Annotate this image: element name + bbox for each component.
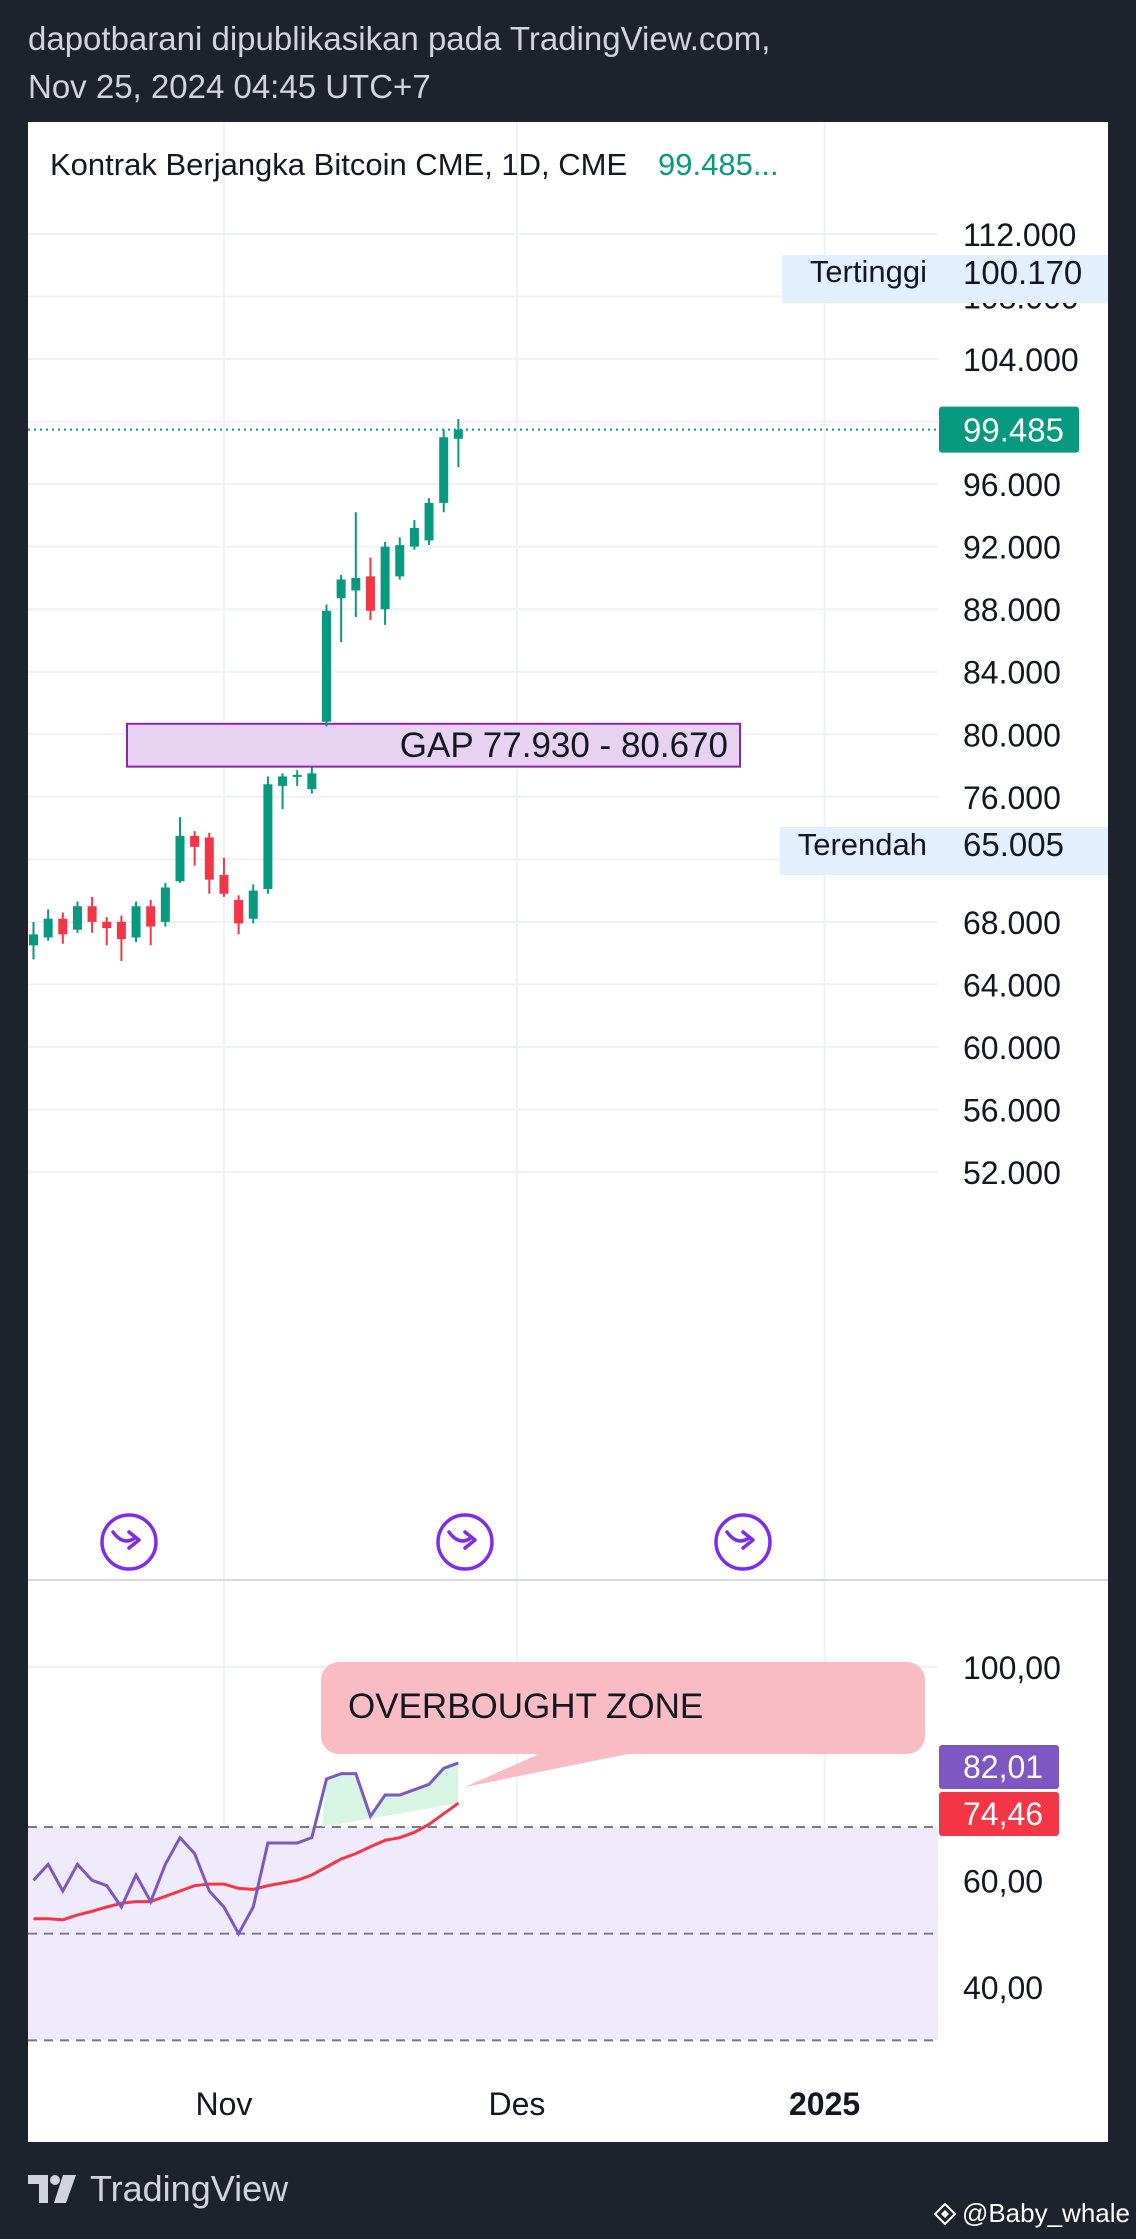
candle-body — [292, 774, 302, 777]
candle-body — [146, 906, 156, 927]
price-tick-label: 88.000 — [963, 592, 1061, 628]
rsi-value: 82,01 — [963, 1749, 1043, 1785]
price-tick-label: 96.000 — [963, 467, 1061, 503]
brand-name: TradingView — [90, 2168, 289, 2209]
price-tick-label: 104.000 — [963, 342, 1079, 378]
watermark-handle: @Baby_whale — [961, 2198, 1130, 2228]
publish-date: Nov 25, 2024 04:45 UTC+7 — [28, 68, 431, 105]
chart-svg[interactable]: GAP 77.930 - 80.670 112.000108.000104.00… — [28, 122, 1108, 2142]
candle-body — [409, 527, 419, 547]
candle-body — [322, 610, 331, 722]
tradingview-logo-icon — [28, 2175, 76, 2203]
candle-body — [72, 906, 82, 930]
replay-icon[interactable] — [436, 1513, 494, 1571]
replay-icons[interactable] — [100, 1513, 772, 1571]
high-value: 100.170 — [963, 254, 1082, 291]
candle-body — [336, 579, 346, 599]
candle-body — [424, 502, 434, 541]
candle-body — [219, 874, 229, 894]
candle-body — [175, 835, 185, 882]
candle-body — [160, 887, 170, 922]
candle-body — [43, 918, 53, 938]
tradingview-brand[interactable]: TradingView — [28, 2168, 288, 2210]
price-tick-label: 112.000 — [963, 217, 1076, 253]
high-marker: Tertinggi 100.170 — [782, 254, 1108, 303]
diamond-logo-icon — [933, 2202, 956, 2225]
price-tick-label: 76.000 — [963, 780, 1061, 816]
price-tick-label: 84.000 — [963, 655, 1061, 691]
price-axis[interactable]: 112.000108.000104.000100.00096.00092.000… — [963, 217, 1079, 1191]
time-tick-label: Des — [488, 2086, 545, 2122]
replay-icon-arrow — [111, 1530, 141, 1550]
overbought-label: OVERBOUGHT ZONE — [348, 1687, 703, 1726]
gap-label: GAP 77.930 - 80.670 — [400, 726, 728, 765]
last-price-value: 99.485 — [963, 412, 1064, 449]
candle-body — [439, 437, 449, 503]
low-value: 65.005 — [963, 826, 1064, 863]
candle-body — [190, 835, 200, 847]
low-label: Terendah — [798, 827, 927, 862]
chart-panel[interactable]: GAP 77.930 - 80.670 112.000108.000104.00… — [28, 122, 1108, 2142]
replay-icon-ring — [714, 1513, 772, 1571]
publisher-line: dapotbarani dipublikasikan pada TradingV… — [28, 20, 771, 57]
rsi-tick-label: 100,00 — [963, 1650, 1061, 1686]
time-axis[interactable]: Nov Des 2025 — [195, 2086, 860, 2122]
last-price-tag: 99.485 — [939, 406, 1079, 453]
candle-body — [365, 576, 375, 611]
high-label: Tertinggi — [810, 254, 927, 289]
candle-body — [453, 429, 463, 439]
rsi-tick-label: 40,00 — [963, 1970, 1043, 2006]
price-tick-label: 68.000 — [963, 905, 1061, 941]
rsi-ma-value: 74,46 — [963, 1796, 1043, 1832]
symbol-title: Kontrak Berjangka Bitcoin CME, 1D, CME — [50, 147, 627, 182]
candles-layer — [29, 418, 463, 961]
candle-body — [248, 890, 258, 919]
time-tick-label: 2025 — [789, 2086, 860, 2122]
replay-icon[interactable] — [714, 1513, 772, 1571]
candle-body — [131, 906, 141, 938]
low-marker: Terendah 65.005 — [780, 826, 1108, 875]
rsi-tick-label: 60,00 — [963, 1863, 1043, 1899]
candle-body — [204, 837, 214, 880]
candle-body — [87, 906, 97, 922]
chart-legend: Kontrak Berjangka Bitcoin CME, 1D, CME 9… — [50, 147, 779, 182]
rsi-line — [32, 1761, 459, 1937]
price-tick-label: 92.000 — [963, 530, 1061, 566]
time-tick-label: Nov — [195, 2086, 252, 2122]
replay-icon[interactable] — [100, 1513, 158, 1571]
rsi-bands — [28, 1826, 938, 2042]
candle-body — [278, 776, 288, 786]
candle-body — [102, 921, 112, 929]
gap-box[interactable]: GAP 77.930 - 80.670 — [126, 722, 741, 768]
candle-body — [307, 773, 317, 789]
overbought-callout[interactable]: OVERBOUGHT ZONE — [321, 1662, 925, 1787]
candle-body — [351, 577, 361, 591]
replay-icon-arrow — [447, 1530, 477, 1550]
candle-body — [263, 784, 273, 890]
watermark: @Baby_whale — [933, 2198, 1130, 2229]
rsi-axis[interactable]: 100,00 60,00 40,00 — [963, 1650, 1061, 2006]
rsi-ma-line — [33, 1801, 460, 1922]
price-tick-label: 60.000 — [963, 1030, 1061, 1066]
price-tick-label: 52.000 — [963, 1155, 1061, 1191]
candle-body — [380, 546, 390, 610]
price-tick-label: 80.000 — [963, 717, 1061, 753]
last-price-legend: 99.485... — [658, 147, 779, 182]
candle-body — [29, 934, 38, 946]
candle-body — [58, 918, 68, 935]
candle-body — [116, 921, 126, 940]
price-tick-label: 56.000 — [963, 1092, 1061, 1128]
rsi-value-tag: 82,01 — [939, 1745, 1059, 1789]
candle-body — [395, 545, 405, 577]
rsi-ma-value-tag: 74,46 — [939, 1792, 1059, 1836]
replay-icon-ring — [436, 1513, 494, 1571]
publication-header: dapotbarani dipublikasikan pada TradingV… — [0, 0, 1136, 122]
price-tick-label: 64.000 — [963, 967, 1061, 1003]
replay-icon-arrow — [725, 1530, 755, 1550]
candle-body — [234, 899, 244, 924]
replay-icon-ring — [100, 1513, 158, 1571]
